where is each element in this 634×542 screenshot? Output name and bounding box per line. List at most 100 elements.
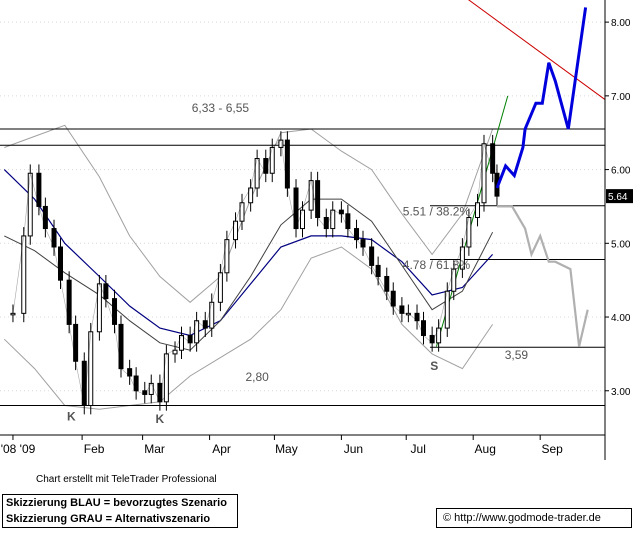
candle-body [475, 202, 481, 219]
annotation-label: S [430, 359, 438, 373]
candle-body [375, 264, 381, 277]
candle-body [194, 320, 200, 344]
candle-body [10, 312, 16, 316]
source-url-link[interactable]: http://www.godmode-trader.de [454, 512, 601, 524]
candle-body [217, 272, 223, 303]
candle-body [490, 143, 496, 174]
y-tick-label: 7.00 [611, 92, 631, 103]
candle-body [148, 382, 154, 395]
candle-body [414, 312, 420, 322]
candle-body [142, 390, 148, 395]
scenario-legend: Skizzierung BLAU = bevorzugtes Szenario … [2, 494, 238, 528]
candle-body [421, 320, 426, 336]
candle-body [369, 246, 375, 266]
source-box: © http://www.godmode-trader.de [436, 508, 632, 528]
candle-body [300, 209, 305, 230]
candle-body [172, 349, 178, 355]
legend-blue-line: Skizzierung BLAU = bevorzugtes Szenario [6, 497, 227, 509]
x-tick-label: May [275, 442, 298, 456]
annotation-label: 6,33 - 6,55 [192, 101, 250, 115]
candle-body [399, 305, 405, 314]
candle-body [459, 246, 465, 270]
legend-grey-line: Skizzierung GRAU = Alternativszenario [6, 513, 211, 525]
candle-body [118, 323, 124, 370]
candle-body [209, 301, 215, 329]
candle-body [187, 334, 193, 344]
candle-body [308, 180, 314, 211]
candle-body [81, 360, 87, 407]
overlay-moving-average [3, 169, 494, 337]
candle-body [112, 298, 118, 325]
annotation-label: 5.51 / 38.2% [403, 204, 471, 218]
scenario-blau [495, 7, 588, 189]
y-tick-label: 4.00 [611, 313, 631, 324]
price-chart: 6,33 - 6,55 5.51 / 38.2% 4.78 / 61.8% 3,59 2… [0, 0, 633, 460]
candle-body [96, 283, 102, 333]
candle-body [466, 217, 472, 248]
candle-body [481, 143, 487, 204]
overlay-bollinger-middle [4, 198, 494, 351]
candle-body [36, 172, 42, 207]
candle-body [429, 334, 435, 344]
candle-body [323, 217, 329, 230]
candle-body [73, 323, 79, 362]
y-tick-label: 5.00 [611, 239, 631, 250]
candle-body [248, 187, 254, 204]
y-tick-label: 3.00 [611, 387, 631, 398]
candle-body [384, 275, 390, 292]
annotation-label: K [156, 412, 165, 426]
candle-body [202, 320, 208, 329]
candle-body [330, 209, 336, 230]
candle-body [157, 382, 163, 403]
x-tick-label: '08 '09 [1, 442, 36, 456]
candle-body [451, 268, 457, 292]
close-line [12, 139, 498, 406]
candle-body [269, 146, 275, 174]
candle-body [293, 187, 299, 230]
x-tick-label: Mar [144, 442, 165, 456]
candle-body [42, 205, 48, 230]
annotation-label: 4.78 / 61.8% [403, 258, 471, 272]
x-tick-label: Aug [475, 442, 496, 456]
candle-body [66, 279, 72, 325]
candle-body [224, 239, 230, 274]
candle-body [254, 158, 260, 189]
candle-body [239, 202, 245, 222]
candle-body [405, 312, 411, 316]
y-tick-label: 6.00 [611, 166, 631, 177]
candle-body [103, 283, 109, 300]
x-tick-label: Jul [411, 442, 426, 456]
last-price-label: 5.64 [608, 192, 628, 203]
candle-body [163, 353, 169, 403]
scenario-grau [497, 205, 589, 347]
candle-body [58, 246, 63, 281]
annotation-label: 3,59 [505, 348, 529, 362]
chart-credit: Chart erstellt mit TeleTrader Profession… [36, 474, 217, 485]
candle-body [51, 228, 57, 248]
candle-body [345, 213, 351, 230]
annotation-label: 2,80 [245, 370, 269, 384]
candle-body [88, 331, 94, 407]
y-tick-label: 8.00 [611, 18, 631, 29]
candle-body [21, 235, 27, 314]
trendline-downtrend [468, 0, 606, 100]
candle-body [133, 375, 139, 392]
candle-body [315, 180, 321, 218]
x-tick-label: Sep [541, 442, 563, 456]
candle-body [27, 172, 33, 237]
candle-body [127, 368, 133, 377]
candle-body [436, 327, 442, 344]
last-price-box [606, 189, 633, 204]
candle-body [360, 239, 366, 248]
candle-body [338, 209, 344, 215]
candle-body [390, 290, 396, 307]
x-tick-label: Feb [84, 442, 105, 456]
candle-body [444, 290, 450, 329]
candle-body [179, 334, 184, 351]
candle-body [284, 139, 290, 189]
copyright-icon: © [443, 512, 452, 524]
candle-body [278, 139, 284, 148]
candle-body [233, 220, 239, 241]
x-tick-label: Apr [212, 442, 231, 456]
annotation-label: K [67, 409, 76, 423]
